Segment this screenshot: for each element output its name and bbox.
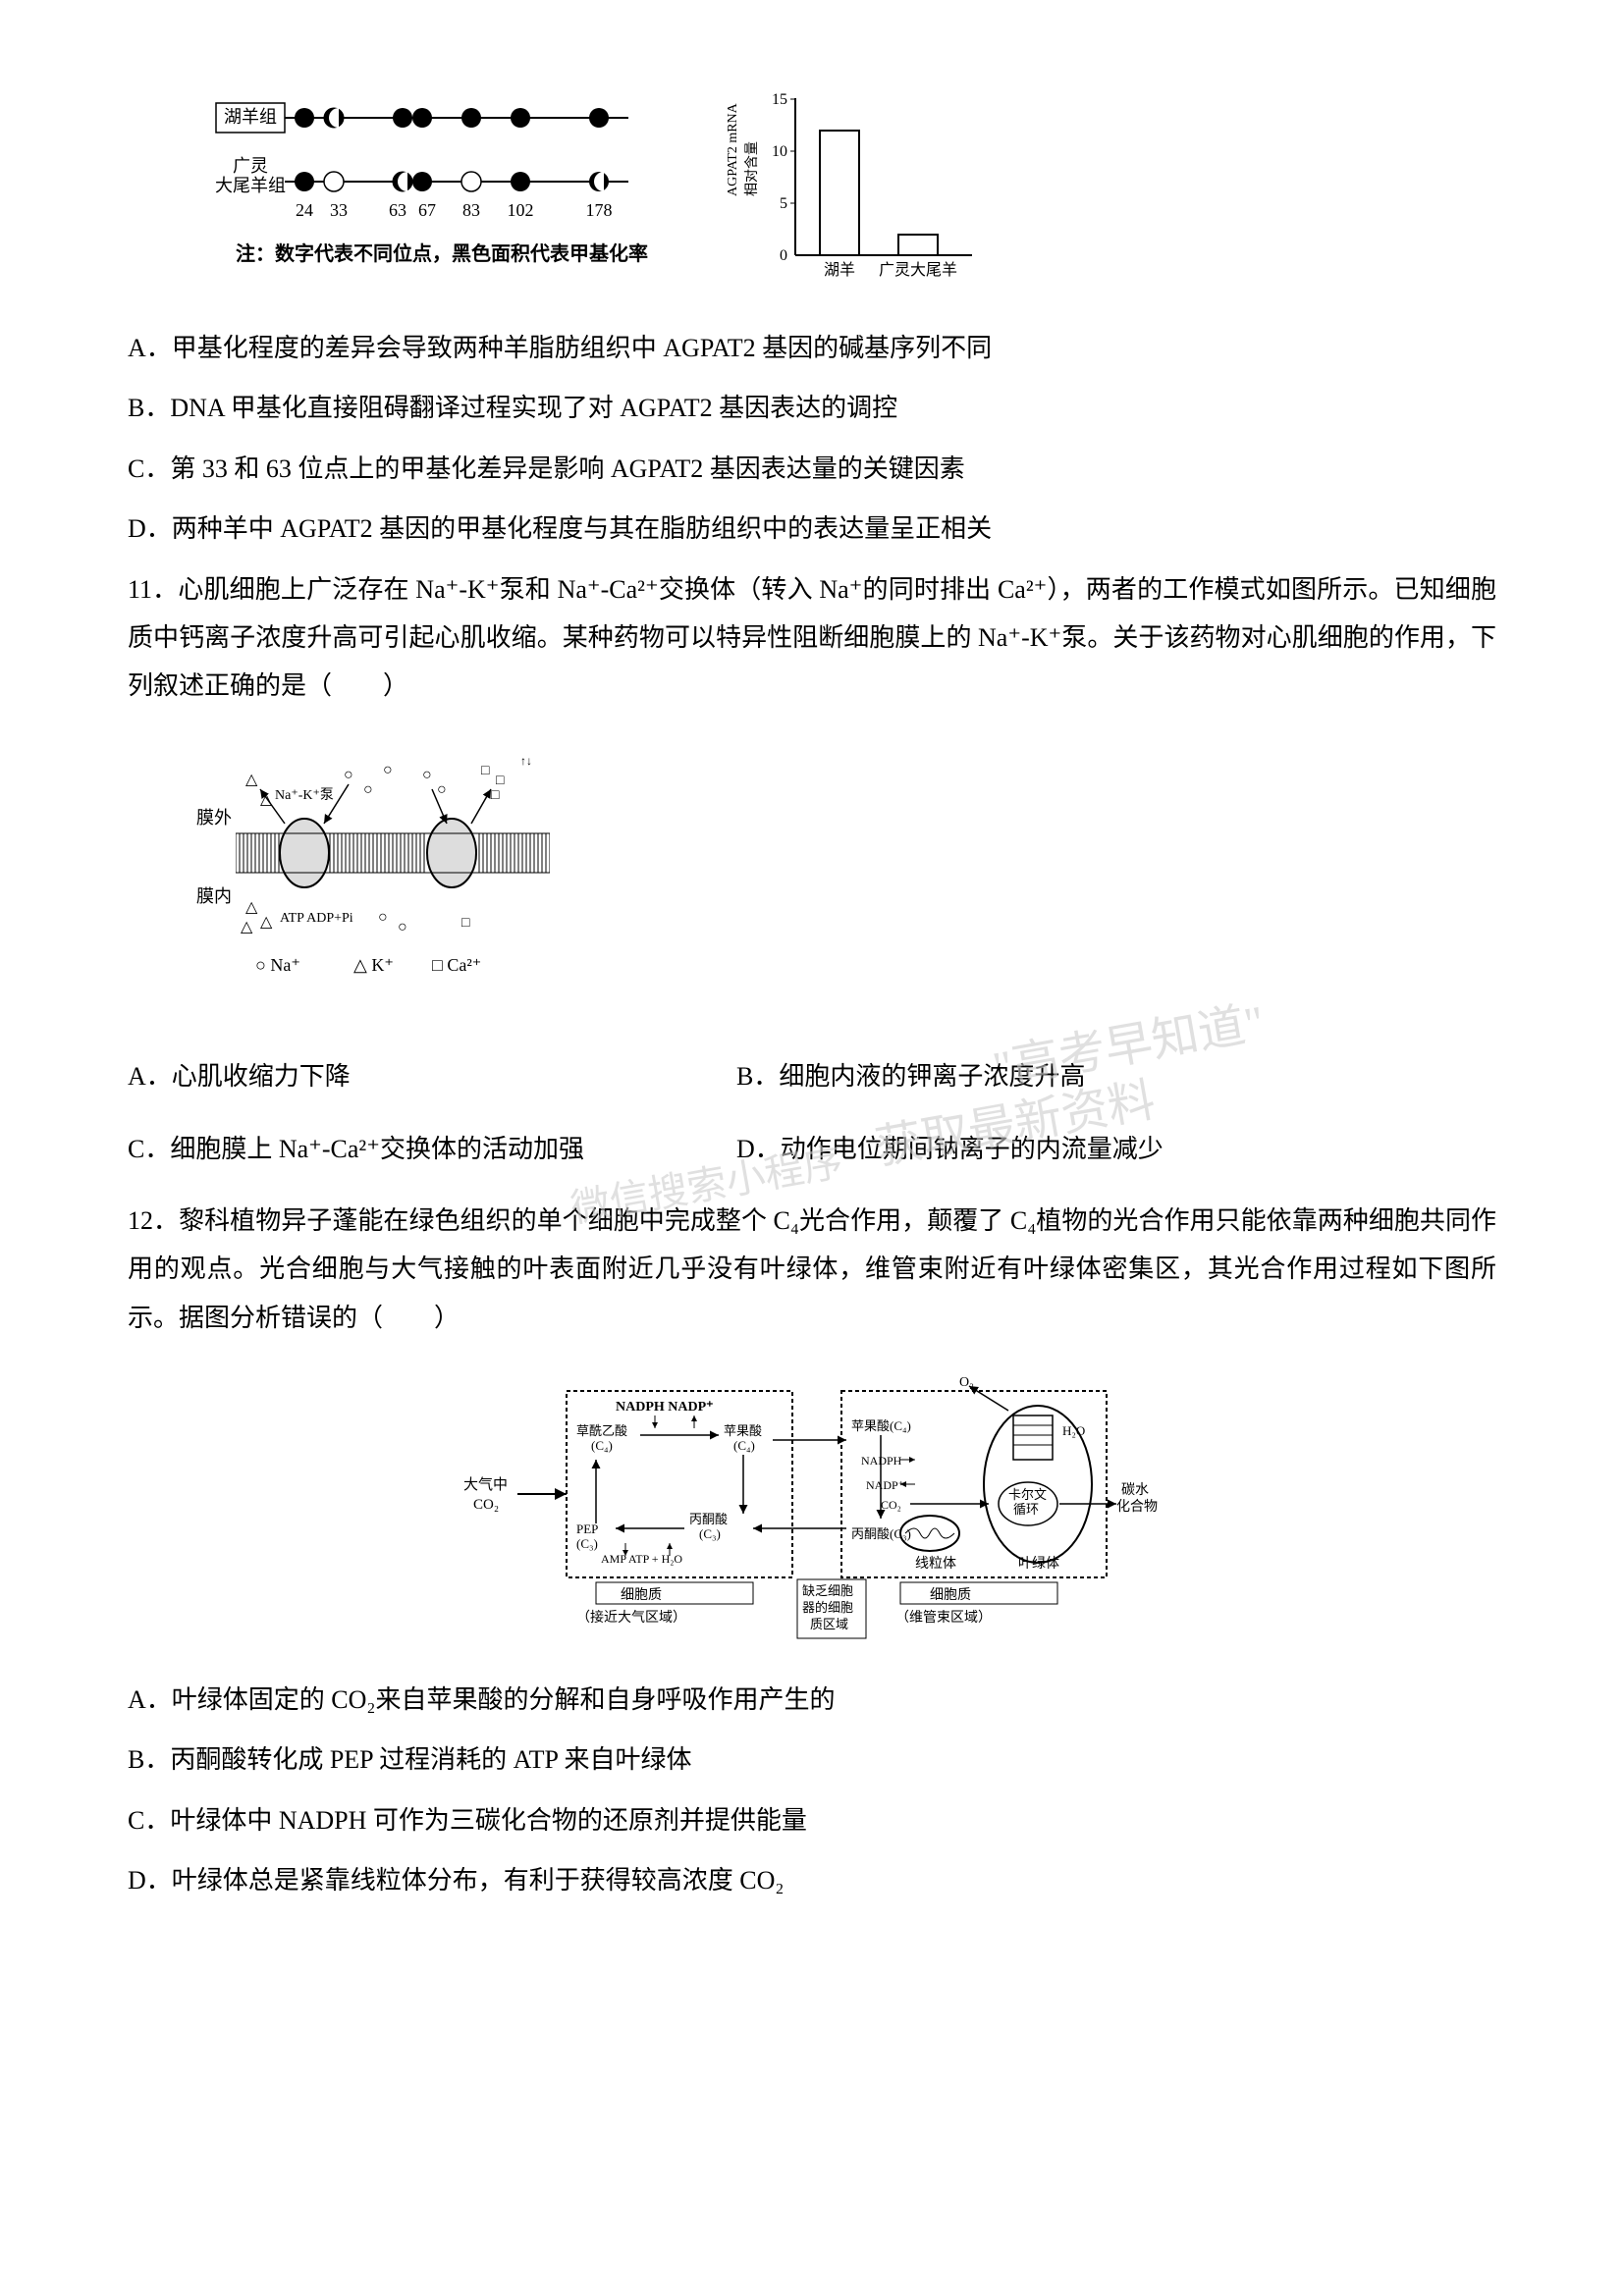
svg-text:○: ○ (378, 909, 388, 926)
q10-option-b: B．DNA 甲基化直接阻碍翻译过程实现了对 AGPAT2 基因表达的调控 (128, 384, 1496, 432)
q12-option-d: D．叶绿体总是紧靠线粒体分布，有利于获得较高浓度 CO₂ (128, 1856, 1496, 1904)
svg-text:○: ○ (344, 767, 353, 783)
svg-text:丙酮酸: 丙酮酸 (689, 1512, 728, 1526)
q12-stem: 12．黎科植物异子蓬能在绿色组织的单个细胞中完成整个 C₄光合作用，颠覆了 C₄… (128, 1197, 1496, 1342)
svg-text:叶绿体: 叶绿体 (1018, 1556, 1059, 1572)
svg-text:循环: 循环 (1013, 1502, 1039, 1517)
q12-option-a: A．叶绿体固定的 CO₂来自苹果酸的分解和自身呼吸作用产生的 (128, 1676, 1496, 1724)
svg-text:NADPH NADP⁺: NADPH NADP⁺ (616, 1400, 714, 1415)
svg-text:NADPH: NADPH (861, 1454, 902, 1468)
svg-text:○: ○ (398, 919, 407, 935)
svg-text:CO₂: CO₂ (881, 1498, 901, 1512)
svg-text:NADP⁺: NADP⁺ (866, 1478, 904, 1492)
svg-text:化合物: 化合物 (1116, 1499, 1158, 1515)
svg-text:草酰乙酸: 草酰乙酸 (576, 1423, 627, 1438)
figure-1: 湖羊组 广灵 大尾羊组 24 33 63 (128, 79, 1496, 294)
svg-text:△: △ (245, 899, 258, 916)
svg-text:102: 102 (508, 200, 534, 220)
svg-text:（维管束区域）: （维管束区域） (895, 1610, 992, 1626)
q11-option-a: A．心肌收缩力下降 (128, 1052, 697, 1100)
svg-text:AMP ATP + H₂O: AMP ATP + H₂O (601, 1552, 682, 1566)
q11-option-b: B．细胞内液的钾离子浓度升高 (736, 1052, 1306, 1100)
svg-text:67: 67 (418, 200, 436, 220)
svg-text:○: ○ (383, 762, 393, 778)
svg-text:细胞质: 细胞质 (621, 1587, 662, 1603)
svg-text:器的细胞: 器的细胞 (802, 1600, 853, 1615)
bar-chart: 0 5 10 15 AGPAT2 mRNA 相对含量 湖羊 广灵大尾羊 (717, 79, 992, 294)
svg-text:ATP ADP+Pi: ATP ADP+Pi (280, 911, 353, 926)
q12-option-b: B．丙酮酸转化成 PEP 过程消耗的 ATP 来自叶绿体 (128, 1735, 1496, 1784)
svg-text:□: □ (496, 774, 505, 788)
svg-text:AGPAT2 mRNA: AGPAT2 mRNA (726, 102, 740, 196)
x-label: 24 (296, 200, 313, 220)
q10-option-c: C．第 33 和 63 位点上的甲基化差异是影响 AGPAT2 基因表达量的关键… (128, 445, 1496, 493)
q11-options-row2: C．细胞膜上 Na⁺-Ca²⁺交换体的活动加强 D．动作电位期间钠离子的内流量减… (128, 1113, 1496, 1185)
svg-text:（接近大气区域）: （接近大气区域） (576, 1609, 686, 1626)
svg-text:相对含量: 相对含量 (744, 141, 760, 196)
svg-text:Na⁺-K⁺泵: Na⁺-K⁺泵 (275, 788, 334, 803)
svg-text:↑↓: ↑↓ (520, 754, 532, 768)
svg-text:湖羊组: 湖羊组 (224, 107, 277, 127)
svg-text:卡尔文: 卡尔文 (1008, 1487, 1047, 1502)
svg-text:(C₄): (C₄) (733, 1438, 755, 1453)
svg-text:缺乏细胞: 缺乏细胞 (802, 1583, 853, 1598)
q11-option-d: D．动作电位期间钠离子的内流量减少 (736, 1125, 1306, 1173)
svg-text:膜内: 膜内 (196, 886, 232, 906)
svg-text:湖羊: 湖羊 (824, 261, 855, 279)
svg-text:□ Ca²⁺: □ Ca²⁺ (432, 955, 481, 975)
q11-options-row1: A．心肌收缩力下降 B．细胞内液的钾离子浓度升高 (128, 1041, 1496, 1112)
svg-text:○: ○ (363, 781, 373, 798)
page-container: 湖羊组 广灵 大尾羊组 24 33 63 (128, 79, 1496, 1905)
svg-text:(C₄): (C₄) (591, 1438, 613, 1453)
methylation-chart: 湖羊组 广灵 大尾羊组 24 33 63 (206, 79, 658, 294)
q12-diagram: NADPH NADP⁺ 草酰乙酸 (C₄) 苹果酸 (C₄) 大气中 CO₂ P… (449, 1362, 1175, 1656)
q11-diagram: 膜外 膜内 Na⁺-K⁺泵 (187, 730, 1496, 1021)
svg-text:碳水: 碳水 (1121, 1482, 1149, 1498)
svg-text:PEP: PEP (576, 1522, 598, 1536)
svg-text:CO₂: CO₂ (473, 1497, 499, 1513)
svg-text:(C₃): (C₃) (699, 1526, 721, 1541)
svg-text:△: △ (241, 919, 253, 935)
svg-text:○: ○ (422, 767, 432, 783)
q10-option-d: D．两种羊中 AGPAT2 基因的甲基化程度与其在脂肪组织中的表达量呈正相关 (128, 505, 1496, 553)
svg-text:细胞质: 细胞质 (930, 1587, 971, 1603)
svg-text:△: △ (260, 914, 273, 931)
svg-text:膜外: 膜外 (196, 808, 232, 828)
q11-option-c: C．细胞膜上 Na⁺-Ca²⁺交换体的活动加强 (128, 1125, 697, 1173)
svg-text:63: 63 (389, 200, 406, 220)
svg-text:苹果酸: 苹果酸 (724, 1423, 762, 1438)
svg-text:□: □ (461, 916, 470, 931)
svg-text:33: 33 (330, 200, 348, 220)
svg-text:质区域: 质区域 (810, 1617, 848, 1631)
svg-text:83: 83 (462, 200, 480, 220)
svg-text:大气中: 大气中 (463, 1476, 508, 1493)
svg-text:○ Na⁺: ○ Na⁺ (255, 955, 300, 975)
q11-stem: 11．心肌细胞上广泛存在 Na⁺-K⁺泵和 Na⁺-Ca²⁺交换体（转入 Na⁺… (128, 565, 1496, 711)
q12-option-c: C．叶绿体中 NADPH 可作为三碳化合物的还原剂并提供能量 (128, 1796, 1496, 1844)
svg-text:苹果酸(C₄): 苹果酸(C₄) (851, 1418, 911, 1433)
svg-text:0: 0 (780, 247, 787, 264)
svg-text:线粒体: 线粒体 (915, 1556, 956, 1572)
svg-text:15: 15 (772, 91, 787, 108)
q10-option-a: A．甲基化程度的差异会导致两种羊脂肪组织中 AGPAT2 基因的碱基序列不同 (128, 324, 1496, 372)
svg-text:10: 10 (772, 143, 787, 160)
svg-text:(C₃): (C₃) (576, 1536, 598, 1551)
svg-text:△: △ (245, 772, 258, 788)
svg-text:注：数字代表不同位点，黑色面积代表甲基化率: 注：数字代表不同位点，黑色面积代表甲基化率 (236, 241, 648, 265)
svg-text:H₂O: H₂O (1062, 1423, 1085, 1438)
svg-text:丙酮酸(C₃): 丙酮酸(C₃) (851, 1526, 911, 1541)
svg-text:178: 178 (586, 200, 613, 220)
svg-text:广灵: 广灵 (233, 156, 268, 176)
svg-text:广灵大尾羊: 广灵大尾羊 (879, 261, 957, 279)
svg-text:△ K⁺: △ K⁺ (353, 955, 394, 975)
svg-text:大尾羊组: 大尾羊组 (215, 176, 286, 195)
svg-text:□: □ (491, 788, 500, 803)
svg-text:5: 5 (780, 195, 787, 212)
svg-text:□: □ (481, 764, 490, 778)
svg-text:○: ○ (437, 781, 447, 798)
